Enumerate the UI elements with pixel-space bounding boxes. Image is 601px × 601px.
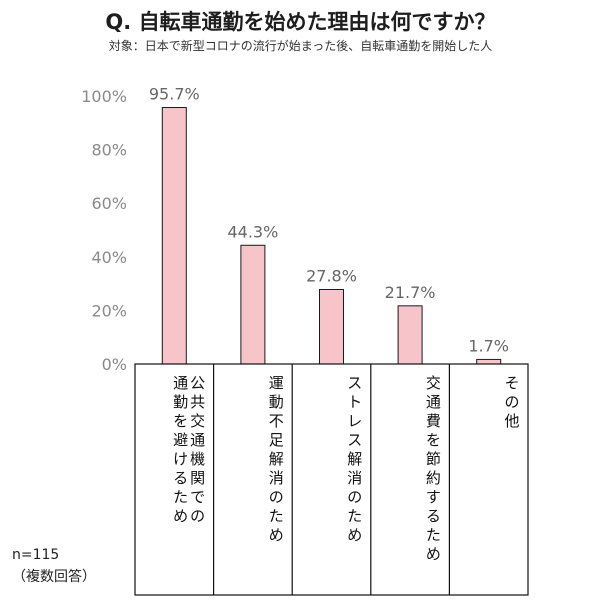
y-tick-label: 80% bbox=[91, 141, 127, 160]
value-labels: 95.7% 44.3% 27.8% 21.7% 1.7% bbox=[149, 85, 509, 356]
sample-size-note: n=115 bbox=[12, 547, 60, 563]
value-label: 44.3% bbox=[227, 222, 278, 241]
category-label: 公共交通機関での bbox=[190, 374, 205, 525]
category-label: 交通費を節約するため bbox=[426, 374, 441, 563]
y-axis: 0% 20% 40% 60% 80% 100% bbox=[81, 87, 127, 374]
value-label: 21.7% bbox=[385, 283, 436, 302]
value-label: 27.8% bbox=[306, 266, 357, 285]
bar-series bbox=[161, 107, 502, 365]
category-label: ストレス解消のため bbox=[347, 374, 362, 544]
bar bbox=[476, 358, 502, 365]
y-tick-label: 60% bbox=[91, 194, 127, 213]
value-label: 1.7% bbox=[468, 336, 509, 355]
chart-subtitle: 対象：日本で新型コロナの流行が始まった後、自転車通勤を開始した人 bbox=[108, 39, 493, 53]
category-label: 通勤を避けるため bbox=[173, 374, 188, 525]
y-tick-label: 20% bbox=[91, 301, 127, 320]
chart-title: Q. 自転車通勤を始めた理由は何ですか？ bbox=[105, 10, 496, 34]
bar bbox=[397, 305, 423, 365]
bar bbox=[161, 107, 187, 365]
category-table-border bbox=[134, 363, 529, 596]
category-label: 運動不足解消のため bbox=[269, 374, 284, 544]
bar bbox=[319, 288, 344, 365]
y-tick-label: 0% bbox=[102, 355, 127, 374]
bar bbox=[240, 244, 266, 365]
category-label: その他 bbox=[504, 374, 519, 430]
y-tick-label: 40% bbox=[91, 248, 127, 267]
multiple-answers-note: （複数回答） bbox=[12, 569, 96, 585]
value-label: 95.7% bbox=[149, 85, 200, 104]
y-tick-label: 100% bbox=[81, 87, 127, 106]
